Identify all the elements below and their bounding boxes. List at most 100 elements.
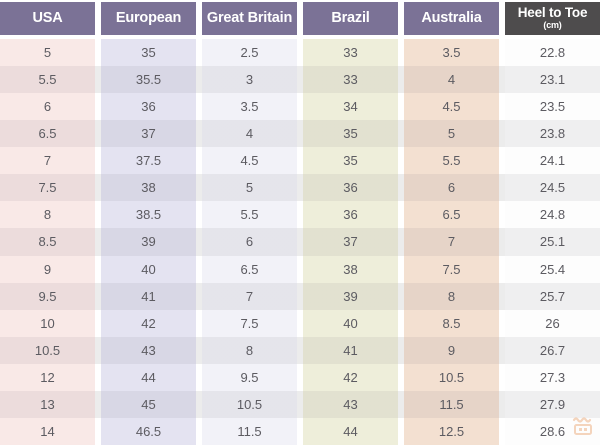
cell-usa: 5: [0, 39, 95, 67]
cell-brazil: 35: [303, 147, 398, 175]
cell-heel-to-toe: 24.5: [505, 174, 600, 202]
cell-great-britain: 6: [202, 228, 297, 256]
cell-heel-to-toe: 26: [505, 309, 600, 337]
cell-european: 39: [101, 228, 196, 256]
table-row: 7.5 38 5 36 6 24.5: [0, 174, 600, 202]
cell-heel-to-toe: 25.4: [505, 255, 600, 283]
cell-heel-to-toe: 23.5: [505, 93, 600, 121]
cell-australia: 5.5: [404, 147, 499, 175]
cell-great-britain: 6.5: [202, 255, 297, 283]
cell-heel-to-toe: 23.8: [505, 120, 600, 148]
table-row: 8.5 39 6 37 7 25.1: [0, 228, 600, 256]
cell-european: 35.5: [101, 66, 196, 94]
cell-great-britain: 3.5: [202, 93, 297, 121]
header-brazil: Brazil: [303, 2, 398, 35]
cell-brazil: 38: [303, 255, 398, 283]
header-usa: USA: [0, 2, 95, 35]
cell-australia: 6: [404, 174, 499, 202]
cell-european: 41: [101, 282, 196, 310]
cell-brazil: 42: [303, 363, 398, 391]
cell-heel-to-toe: 27.9: [505, 390, 600, 418]
table-row: 6.5 37 4 35 5 23.8: [0, 120, 600, 148]
table-row: 14 46.5 11.5 44 12.5 28.6: [0, 417, 600, 445]
table-row: 5 35 2.5 33 3.5 22.8: [0, 39, 600, 67]
table-row: 10.5 43 8 41 9 26.7: [0, 336, 600, 364]
table-body: 5 35 2.5 33 3.5 22.8 5.5 35.5 3 33 4 23.1 6 36 3.5 34 4.…: [0, 39, 600, 445]
cell-usa: 10.5: [0, 336, 95, 364]
cell-great-britain: 10.5: [202, 390, 297, 418]
table-row: 13 45 10.5 43 11.5 27.9: [0, 390, 600, 418]
cell-european: 35: [101, 39, 196, 67]
cell-european: 45: [101, 390, 196, 418]
cell-heel-to-toe: 25.1: [505, 228, 600, 256]
header-european: European: [101, 2, 196, 35]
cell-brazil: 35: [303, 120, 398, 148]
cell-great-britain: 4.5: [202, 147, 297, 175]
cell-great-britain: 7: [202, 282, 297, 310]
cell-heel-to-toe: 23.1: [505, 66, 600, 94]
cell-usa: 10: [0, 309, 95, 337]
table-row: 9 40 6.5 38 7.5 25.4: [0, 255, 600, 283]
cell-heel-to-toe: 26.7: [505, 336, 600, 364]
cell-brazil: 41: [303, 336, 398, 364]
cell-usa: 6.5: [0, 120, 95, 148]
header-european-label: European: [115, 9, 182, 26]
cell-australia: 9: [404, 336, 499, 364]
cell-heel-to-toe: 27.3: [505, 363, 600, 391]
cell-european: 44: [101, 363, 196, 391]
table-row: 6 36 3.5 34 4.5 23.5: [0, 93, 600, 121]
cell-brazil: 40: [303, 309, 398, 337]
cell-great-britain: 2.5: [202, 39, 297, 67]
cell-heel-to-toe: 22.8: [505, 39, 600, 67]
cell-great-britain: 7.5: [202, 309, 297, 337]
cell-brazil: 33: [303, 39, 398, 67]
cell-australia: 11.5: [404, 390, 499, 418]
header-australia: Australia: [404, 2, 499, 35]
cell-australia: 8.5: [404, 309, 499, 337]
cell-australia: 7: [404, 228, 499, 256]
cell-european: 37: [101, 120, 196, 148]
cell-brazil: 33: [303, 66, 398, 94]
header-heel-to-toe: Heel to Toe (cm): [505, 2, 600, 35]
cell-heel-to-toe: 24.1: [505, 147, 600, 175]
cell-great-britain: 5.5: [202, 201, 297, 229]
cell-usa: 8: [0, 201, 95, 229]
cell-european: 43: [101, 336, 196, 364]
table-row: 5.5 35.5 3 33 4 23.1: [0, 66, 600, 94]
cell-great-britain: 8: [202, 336, 297, 364]
cell-european: 38: [101, 174, 196, 202]
cell-heel-to-toe: 28.6: [505, 417, 600, 445]
cell-heel-to-toe: 25.7: [505, 282, 600, 310]
table-row: 10 42 7.5 40 8.5 26: [0, 309, 600, 337]
table-row: 12 44 9.5 42 10.5 27.3: [0, 363, 600, 391]
cell-brazil: 36: [303, 201, 398, 229]
cell-australia: 7.5: [404, 255, 499, 283]
cell-australia: 8: [404, 282, 499, 310]
cell-heel-to-toe: 24.8: [505, 201, 600, 229]
cell-brazil: 34: [303, 93, 398, 121]
header-great-britain-label: Great Britain: [206, 9, 293, 26]
cell-usa: 9: [0, 255, 95, 283]
cell-great-britain: 5: [202, 174, 297, 202]
table-header-row: USA European Great Britain Brazil Austra…: [0, 2, 600, 35]
cell-brazil: 36: [303, 174, 398, 202]
cell-european: 36: [101, 93, 196, 121]
table-row: 8 38.5 5.5 36 6.5 24.8: [0, 201, 600, 229]
cell-australia: 12.5: [404, 417, 499, 445]
header-heel-to-toe-label: Heel to Toe: [517, 5, 588, 21]
header-heel-to-toe-unit: (cm): [543, 20, 562, 31]
cell-great-britain: 3: [202, 66, 297, 94]
header-great-britain: Great Britain: [202, 2, 297, 35]
cell-usa: 7.5: [0, 174, 95, 202]
cell-european: 38.5: [101, 201, 196, 229]
cell-european: 40: [101, 255, 196, 283]
cell-australia: 3.5: [404, 39, 499, 67]
cell-european: 42: [101, 309, 196, 337]
cell-great-britain: 9.5: [202, 363, 297, 391]
cell-australia: 4: [404, 66, 499, 94]
table-row: 9.5 41 7 39 8 25.7: [0, 282, 600, 310]
cell-great-britain: 4: [202, 120, 297, 148]
shop-icon: [571, 417, 595, 441]
cell-usa: 14: [0, 417, 95, 445]
